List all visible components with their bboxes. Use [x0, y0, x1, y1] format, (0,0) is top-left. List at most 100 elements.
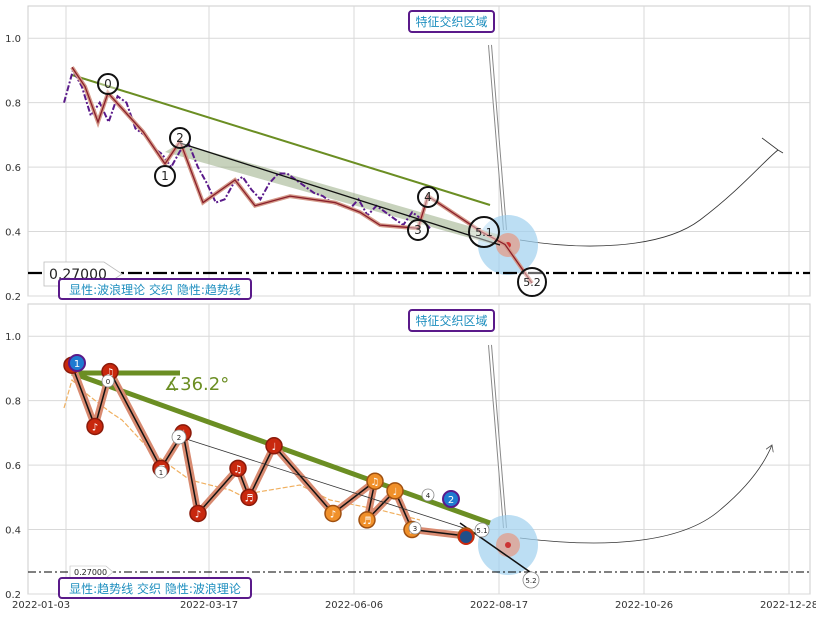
bottom-curve-arrow	[519, 445, 772, 544]
bottom-wave-marker-5	[474, 522, 490, 538]
bottom-legend-box: 显性:趋势线 交织 隐性:波浪理论	[58, 577, 252, 599]
bottom-threshold-label: 0.27000	[74, 568, 107, 577]
bottom-note-glyph-1: ♪	[92, 422, 98, 433]
bottom-note-marker-5	[189, 504, 207, 523]
bottom-badge-label-1: 2	[448, 495, 454, 506]
bottom-wave-marker-2	[171, 429, 187, 445]
top-wave-marker-4	[417, 186, 439, 208]
x-tick-label-4: 2022-10-26	[615, 600, 673, 611]
bottom-thin-connector	[182, 437, 471, 531]
bottom-last-marker	[458, 529, 474, 545]
bottom-series: ♩♪♫♬♩♪♫♬♩♪♫♬♩♪♫12	[63, 354, 531, 573]
bottom-note-marker-11	[358, 511, 376, 529]
bottom-y-ticks: 0.2 0.4 0.6 0.8 1.0	[5, 332, 21, 601]
bottom-wave-marker-3	[408, 521, 422, 535]
bottom-pointer-arrow-inner	[489, 344, 506, 529]
bottom-note-glyph-10: ♫	[371, 477, 380, 488]
bottom-plot-area	[27, 303, 811, 595]
bottom-title-text: 特征交织区域	[415, 313, 487, 328]
bottom-ytick-label-0: 0.2	[5, 590, 21, 601]
bottom-note-glyph-5: ♪	[195, 509, 201, 520]
top-wave-label-1: 1	[161, 169, 169, 183]
bottom-wave-marker-1	[154, 465, 168, 479]
bottom-badge-0	[68, 354, 86, 372]
bottom-x-ticks: 2022-01-03 2022-03-17 2022-06-06 2022-08-17…	[12, 600, 816, 611]
top-trendline	[71, 74, 491, 206]
top-title-frame	[408, 10, 495, 33]
top-ytick-label-2: 0.6	[5, 163, 21, 174]
bottom-ytick-label-2: 0.6	[5, 461, 21, 472]
bottom-note-glyph-7: ♬	[245, 493, 254, 504]
top-wave-label-4: 4	[424, 190, 432, 204]
top-y-ticks: 0.2 0.4 0.6 0.8 1.0	[5, 34, 21, 303]
bottom-wave-label-1: 1	[159, 469, 163, 477]
top-wave-label-6: 5.2	[523, 276, 541, 289]
bottom-note-marker-8	[265, 437, 283, 455]
x-tick-label-1: 2022-03-17	[180, 600, 238, 611]
bottom-legend-frame	[58, 577, 252, 599]
top-legend-frame	[58, 278, 252, 300]
x-tick-label-2: 2022-06-06	[325, 600, 383, 611]
x-tick-label-3: 2022-08-17	[470, 600, 528, 611]
bottom-title-box: 特征交织区域	[408, 309, 495, 332]
top-curve-arrowhead	[761, 137, 784, 154]
top-ytick-label-4: 1.0	[5, 34, 21, 45]
bottom-wave-label-4: 4	[426, 492, 431, 500]
bottom-note-marker-1	[86, 417, 104, 436]
bottom-angle-label: ∡36.2°	[164, 374, 229, 395]
bottom-note-glyph-12: ♩	[393, 487, 398, 498]
bottom-legend-text: 显性:趋势线 交织 隐性:波浪理论	[69, 581, 241, 596]
top-wave-marker-3	[407, 219, 429, 241]
x-tick-label-0: 2022-01-03	[12, 600, 70, 611]
bottom-note-marker-9	[324, 504, 342, 523]
bottom-ytick-label-3: 0.8	[5, 397, 21, 408]
top-title-box: 特征交织区域	[408, 10, 495, 33]
bottom-note-glyph-11: ♬	[363, 516, 372, 527]
bottom-badge-1	[442, 490, 460, 508]
top-curve-arrow	[519, 149, 779, 247]
top-ytick-label-1: 0.4	[5, 228, 21, 239]
bottom-secondary-line	[63, 378, 421, 521]
bottom-title-frame	[408, 309, 495, 332]
top-wave-label-3: 3	[414, 223, 422, 237]
bottom-threshold-flag	[69, 565, 114, 579]
bottom-wave-labels: 0 1 2 3 4 5.1 5.2	[101, 374, 540, 589]
bottom-wave-marker-6	[522, 571, 540, 589]
bottom-panel: 0.20.40.60.81.0 2022-01-03 2022-03-17 2022…	[5, 303, 816, 611]
bottom-wave-marker-0	[101, 374, 115, 388]
top-wave-marker-2	[169, 127, 191, 149]
bottom-zone-dot	[505, 542, 511, 548]
bottom-note-marker-10	[366, 472, 384, 490]
top-wave-marker-0	[97, 73, 119, 95]
bottom-note-glyph-2: ♫	[106, 368, 115, 379]
bottom-note-glyph-6: ♫	[234, 464, 243, 475]
bottom-note-marker-7	[240, 488, 258, 507]
top-wave-marker-5	[468, 216, 500, 248]
x-tick-label-5: 2022-12-28	[760, 600, 816, 611]
top-pointer-arrow-inner	[489, 44, 506, 231]
top-wave-marker-1	[154, 165, 176, 187]
top-wave-connector	[179, 142, 501, 246]
bottom-note-marker-6	[229, 459, 247, 478]
bottom-wave-label-6: 5.2	[525, 577, 536, 585]
top-wave-label-5: 5.1	[475, 226, 493, 239]
top-title-text: 特征交织区域	[415, 14, 487, 29]
bottom-badge-label-0: 1	[74, 359, 80, 370]
top-wave-label-2: 2	[176, 131, 184, 145]
bottom-note-glyph-9: ♪	[330, 509, 336, 520]
bottom-threshold: 0.27000	[28, 565, 810, 579]
bottom-ytick-label-4: 1.0	[5, 332, 21, 343]
top-ytick-label-0: 0.2	[5, 292, 21, 303]
top-ytick-label-3: 0.8	[5, 99, 21, 110]
bottom-wave-label-2: 2	[177, 434, 181, 442]
bottom-ytick-label-1: 0.4	[5, 526, 21, 537]
bottom-wave-label-3: 3	[413, 525, 417, 533]
bottom-wave-label-0: 0	[106, 378, 110, 386]
top-wave-marker-6	[517, 267, 547, 297]
top-wave-labels: 0 1 2 3 4 5.1 5.2	[97, 73, 547, 297]
bottom-wave-marker-4	[421, 488, 435, 502]
top-plot-area	[27, 5, 811, 297]
bottom-note-glyph-8: ♩	[272, 442, 277, 453]
